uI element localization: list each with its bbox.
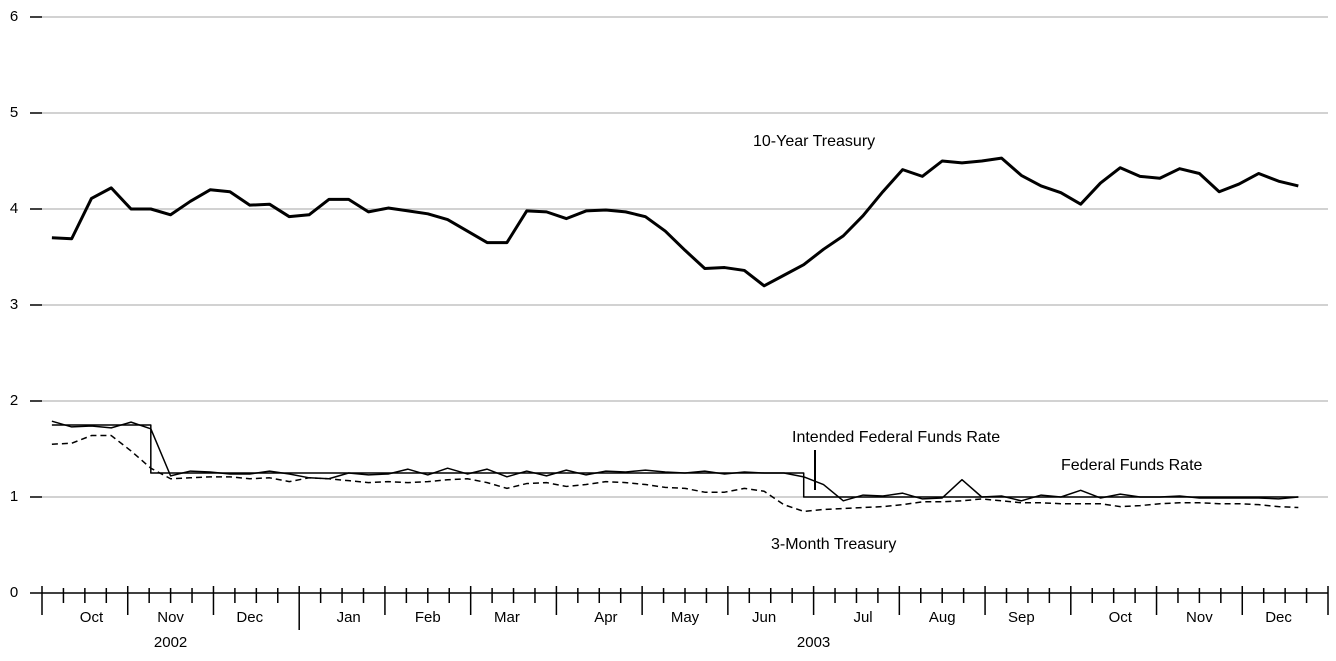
series-label: 3-Month Treasury <box>771 536 896 553</box>
x-tick-label: May <box>671 609 700 626</box>
y-tick-label: 6 <box>10 8 18 25</box>
y-tick-label: 4 <box>10 200 18 217</box>
x-tick-label: Jul <box>853 609 872 626</box>
y-tick-label: 5 <box>10 104 18 121</box>
x-tick-label: Oct <box>80 609 104 626</box>
x-tick-label: Mar <box>494 609 520 626</box>
x-tick-label: Aug <box>929 609 956 626</box>
series-label: 10-Year Treasury <box>753 133 875 150</box>
x-tick-label: Feb <box>415 609 441 626</box>
x-tick-label: Dec <box>1265 609 1292 626</box>
series-line <box>51 434 1299 513</box>
x-tick-label: Apr <box>594 609 617 626</box>
series-line <box>51 424 1299 498</box>
series-label: Intended Federal Funds Rate <box>792 429 1000 446</box>
series-label: Federal Funds Rate <box>1061 457 1203 474</box>
x-tick-label: Dec <box>236 609 263 626</box>
y-tick-label: 2 <box>10 392 18 409</box>
y-tick-label: 1 <box>10 488 18 505</box>
x-tick-label: Oct <box>1109 609 1133 626</box>
year-label: 2003 <box>797 634 830 651</box>
x-tick-label: Nov <box>1186 609 1213 626</box>
x-tick-label: Jan <box>337 609 361 626</box>
x-tick-label: Nov <box>157 609 184 626</box>
series-line <box>51 156 1299 288</box>
x-tick-label: Jun <box>752 609 776 626</box>
x-tick-label: Sep <box>1008 609 1035 626</box>
year-label: 2002 <box>154 634 187 651</box>
y-tick-label: 0 <box>10 584 18 601</box>
y-tick-label: 3 <box>10 296 18 313</box>
